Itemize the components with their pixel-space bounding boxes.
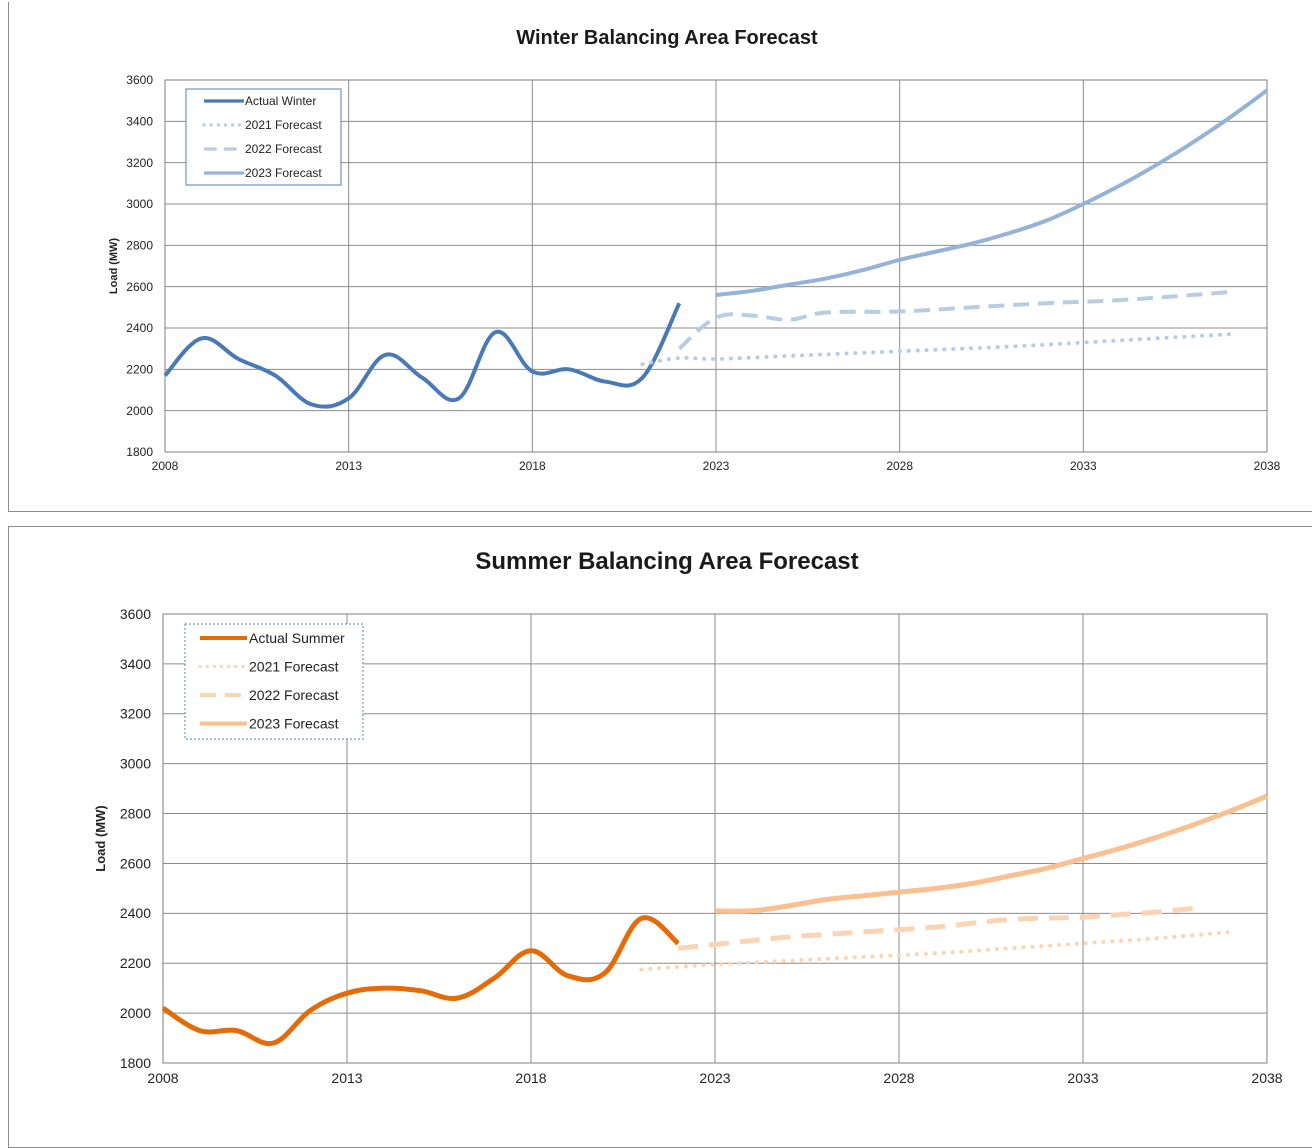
legend-label: 2022 Forecast	[249, 687, 339, 703]
x-tick-label: 2028	[883, 1070, 914, 1086]
chart-title: Summer Balancing Area Forecast	[475, 548, 858, 575]
x-tick-label: 2023	[699, 1070, 730, 1086]
y-tick-label: 2200	[120, 955, 151, 971]
x-tick-label: 2028	[886, 459, 913, 473]
x-tick-label: 2013	[331, 1070, 362, 1086]
y-tick-label: 2400	[120, 905, 151, 921]
series-line-2023-forecast	[715, 88, 1269, 297]
legend-box	[185, 88, 342, 186]
y-axis-label: Load (MW)	[108, 238, 120, 295]
series-line-actual-winter	[163, 302, 682, 409]
x-tick-label: 2033	[1070, 459, 1097, 473]
legend-label: Actual Summer	[249, 630, 345, 646]
legend-box	[184, 623, 364, 740]
x-tick-label: 2038	[1254, 459, 1281, 473]
y-tick-label: 3200	[120, 706, 151, 722]
winter-chart: Winter Balancing Area Forecast 1800 2000 22…	[108, 27, 1281, 473]
series-line-actual-summer	[161, 915, 680, 1047]
x-tick-label: 2008	[152, 459, 179, 473]
plot-border	[164, 79, 1268, 453]
y-tick-label: 2000	[120, 1005, 151, 1021]
y-tick-label: 2200	[126, 363, 153, 377]
y-tick-label: 2800	[126, 239, 153, 253]
y-tick-label: 2000	[126, 404, 153, 418]
summer-chart-panel: Summer Balancing Area Forecast 1800 2000 22…	[8, 526, 1312, 1148]
x-tick-label: 2018	[515, 1070, 546, 1086]
winter-chart-panel: Winter Balancing Area Forecast 1800 2000 22…	[8, 2, 1312, 512]
y-tick-label: 3600	[120, 606, 151, 622]
legend-label: 2021 Forecast	[245, 118, 322, 132]
y-tick-label: 2600	[120, 855, 151, 871]
chart-title: Winter Balancing Area Forecast	[516, 27, 818, 49]
y-tick-label: 2600	[126, 280, 153, 294]
y-tick-label: 2400	[126, 321, 153, 335]
series-line-2023-forecast	[714, 793, 1268, 914]
legend-label: 2023 Forecast	[245, 166, 322, 180]
y-tick-label: 3400	[120, 656, 151, 672]
x-tick-label: 2038	[1251, 1070, 1282, 1086]
series-line-2021-forecast	[640, 332, 1233, 367]
y-tick-label: 3200	[126, 156, 153, 170]
y-tick-label: 2800	[120, 805, 151, 821]
x-tick-label: 2023	[703, 459, 730, 473]
series-line-2021-forecast	[639, 930, 1233, 972]
x-tick-label: 2013	[335, 459, 362, 473]
x-tick-label: 2033	[1067, 1070, 1098, 1086]
y-tick-label: 3000	[126, 197, 153, 211]
series-line-2022-forecast	[677, 289, 1231, 351]
y-tick-label: 3400	[126, 115, 153, 129]
y-tick-label: 1800	[120, 1055, 151, 1071]
legend-label: 2022 Forecast	[245, 142, 322, 156]
y-axis-label: Load (MW)	[93, 805, 108, 871]
x-tick-label: 2008	[147, 1070, 178, 1086]
series-line-2022-forecast	[677, 905, 1194, 951]
y-tick-label: 1800	[126, 445, 153, 459]
plot-border	[162, 613, 1268, 1064]
legend-label: 2023 Forecast	[249, 715, 339, 731]
legend-label: 2021 Forecast	[249, 658, 339, 674]
y-tick-label: 3000	[120, 756, 151, 772]
summer-chart: Summer Balancing Area Forecast 1800 2000 22…	[93, 548, 1283, 1086]
x-tick-label: 2018	[519, 459, 546, 473]
legend-label: Actual Winter	[245, 94, 316, 108]
y-tick-label: 3600	[126, 73, 153, 87]
